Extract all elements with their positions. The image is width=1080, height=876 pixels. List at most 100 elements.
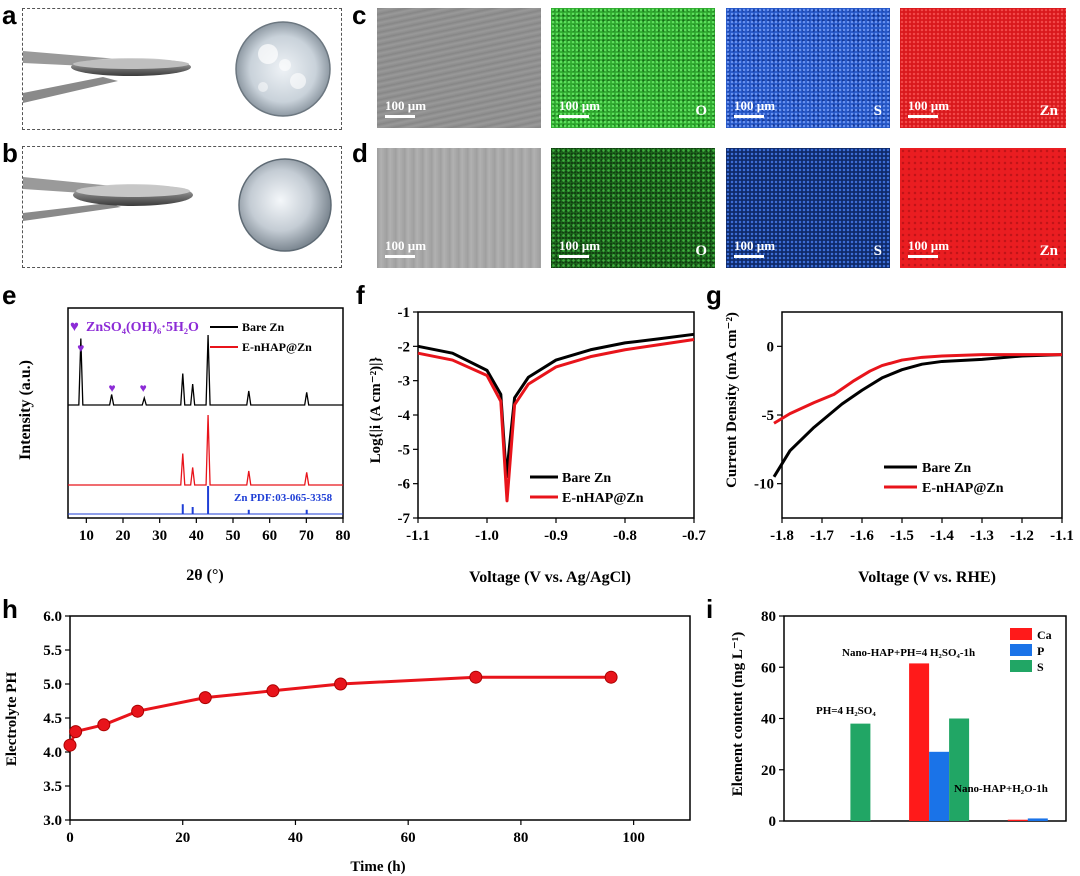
bar-p — [929, 751, 950, 821]
legend-bare-zn: Bare Zn — [922, 461, 971, 476]
edx-map-c-O: 100 µm O — [551, 8, 715, 128]
x-axis-label: Voltage (V vs. Ag/AgCl) — [469, 569, 631, 586]
y-tick-label: 4.5 — [43, 711, 62, 727]
y-tick-label: 3.0 — [43, 813, 62, 829]
x-tick-label: -1.7 — [810, 528, 834, 544]
x-tick-label: -1.1 — [1050, 528, 1074, 544]
panel-label-h: h — [2, 594, 18, 624]
edx-map-d-S: 100 µm S — [726, 148, 890, 268]
x-tick-label: -1.1 — [406, 528, 430, 544]
y-tick-label: 0 — [767, 339, 775, 355]
y-tick-label: 20 — [761, 763, 776, 779]
x-tick-label: -1.0 — [475, 528, 499, 544]
legend-ca: Ca — [1037, 628, 1052, 642]
y-tick-label: -5 — [762, 408, 775, 424]
y-tick-label: 0 — [769, 814, 777, 830]
bar-p — [1027, 818, 1048, 821]
chart-g-her: -1.8 -1.7 -1.6 -1.5 -1.4 -1.3 -1.2 -1.1 -10 -5 0 V… — [724, 311, 1074, 586]
phase-marker: ♥ — [108, 381, 115, 395]
bar-s — [850, 723, 871, 821]
reference-label: Zn PDF:03-065-3358 — [234, 492, 333, 504]
ph-point — [604, 670, 618, 684]
lsv-curve — [772, 353, 1063, 478]
x-tick-label: 60 — [262, 528, 277, 544]
ph-point — [334, 677, 348, 691]
element-label: Zn — [1039, 103, 1058, 119]
bar-ca — [909, 663, 930, 821]
element-label: O — [695, 243, 707, 259]
panel-label-i: i — [706, 594, 714, 624]
edx-map-d-O: 100 µm O — [551, 148, 715, 268]
x-tick-label: 80 — [513, 830, 528, 846]
category-label-2: Nano-HAP+H₂O-1h — [954, 783, 1048, 795]
legend-e-nhap-zn: E-nHAP@Zn — [562, 491, 644, 506]
tafel-curve — [417, 332, 695, 479]
panel-label-a: a — [2, 0, 17, 30]
x-tick-label: 20 — [175, 830, 190, 846]
y-tick-label: -10 — [754, 477, 774, 493]
y-tick-label: 80 — [761, 609, 776, 625]
x-axis-label: 2θ (°) — [186, 567, 223, 584]
panel-label-b: b — [2, 138, 18, 168]
y-tick-label: -2 — [398, 339, 411, 355]
x-tick-label: 80 — [336, 528, 351, 544]
y-tick-label: -5 — [398, 442, 411, 458]
xrd-pattern — [68, 334, 343, 406]
y-tick-label: -3 — [398, 374, 411, 390]
chart-f-tafel: -1.1 -1.0 -0.9 -0.8 -0.7 -7 -6 -5 -4 -3 -2 -1 Volta… — [368, 305, 706, 586]
scale-bar: 100 µm — [385, 98, 426, 118]
x-tick-label: 0 — [66, 830, 74, 846]
panel-label-c: c — [352, 0, 367, 30]
y-tick-label: 5.0 — [43, 677, 62, 693]
legend-e-nhap-zn: E-nHAP@Zn — [242, 340, 312, 354]
y-tick-label: 4.0 — [43, 745, 62, 761]
x-tick-label: 50 — [226, 528, 241, 544]
y-tick-label: -6 — [398, 477, 411, 493]
x-tick-label: -0.9 — [544, 528, 568, 544]
x-tick-label: 10 — [79, 528, 94, 544]
ph-point — [69, 725, 83, 739]
x-tick-label: 60 — [401, 830, 416, 846]
y-tick-label: 3.5 — [43, 779, 62, 795]
panel-label-d: d — [352, 138, 368, 168]
category-label-1: Nano-HAP+PH=4 H₂SO₄-1h — [842, 647, 975, 659]
panel-label-g: g — [706, 280, 722, 310]
y-tick-label: 6.0 — [43, 609, 62, 625]
chart-h-ph: 0 20 40 60 80 100 3.0 3.5 4.0 4.5 5.0 5.5 6.0 Time (… — [4, 609, 691, 875]
legend-e-nhap-zn: E-nHAP@Zn — [922, 481, 1004, 496]
x-tick-label: 40 — [288, 830, 303, 846]
phase-marker: ♥ — [77, 341, 84, 355]
x-tick-label: -1.3 — [970, 528, 994, 544]
ph-point — [131, 704, 145, 718]
ph-point — [97, 718, 111, 732]
x-tick-label: -0.7 — [682, 528, 706, 544]
edx-map-c-Zn: 100 µm Zn — [900, 8, 1066, 128]
y-axis-label: Current Density (mA cm⁻²) — [724, 312, 740, 488]
x-tick-label: 70 — [299, 528, 314, 544]
element-label: O — [695, 103, 707, 119]
legend-s: S — [1037, 660, 1044, 674]
phase-marker: ♥ — [140, 381, 147, 395]
bar-ca — [1007, 819, 1028, 821]
element-label: Zn — [1039, 243, 1058, 259]
ph-point — [266, 684, 280, 698]
x-tick-label: -1.4 — [930, 528, 954, 544]
element-label: S — [873, 103, 882, 119]
bar-s — [949, 718, 970, 821]
x-tick-label: 100 — [622, 830, 645, 846]
panel-label-f: f — [356, 280, 365, 310]
plot-frame — [417, 311, 695, 519]
y-axis-label: Intensity (a.u.) — [17, 360, 34, 460]
x-tick-label: -0.8 — [613, 528, 637, 544]
legend-zinc-hydroxysulfate: ZnSO₄(OH)₆·5H₂O — [86, 320, 199, 335]
x-axis-label: Time (h) — [350, 859, 405, 875]
legend-bare-zn: Bare Zn — [562, 471, 611, 486]
legend-marker-heart: ♥ — [70, 319, 79, 335]
photo-box-b — [22, 146, 342, 268]
xrd-pattern — [68, 414, 343, 486]
edx-map-c-S: 100 µm S — [726, 8, 890, 128]
photo-a — [23, 21, 331, 117]
plot-frame — [67, 307, 344, 519]
chart-e-xrd: 10 20 30 40 50 60 70 80 ♥ ♥ ♥ 2θ (°) Intensity (a.… — [17, 307, 351, 584]
tweezer-bottom — [23, 77, 118, 103]
